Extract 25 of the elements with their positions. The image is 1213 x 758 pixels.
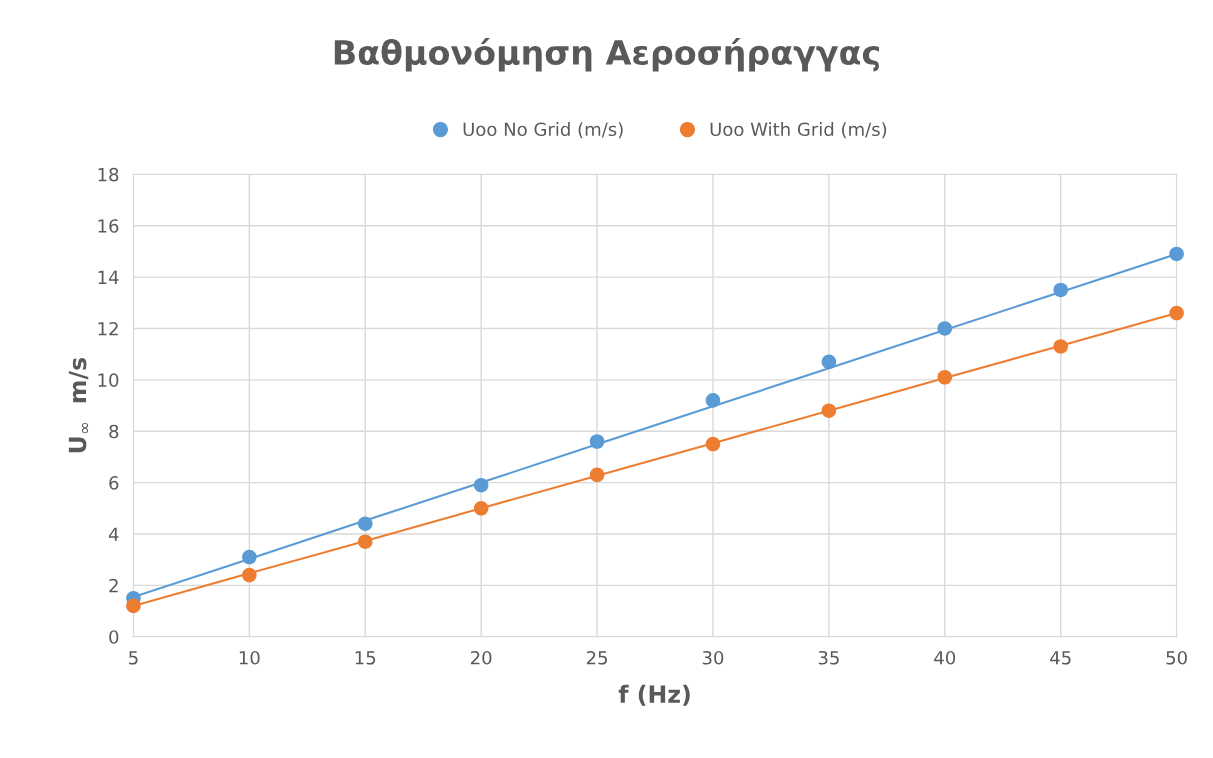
y-tick-label: 10 xyxy=(98,373,119,387)
x-axis-title: f (Hz) xyxy=(618,684,690,706)
chart-title: Βαθμονόμηση Αεροσήραγγας xyxy=(334,37,879,72)
y-tick-label: 14 xyxy=(98,270,119,284)
y-tick-label: 12 xyxy=(98,321,118,336)
text: U$_{∞}$ m/s xyxy=(68,357,89,453)
x-tick-label: 35 xyxy=(818,650,839,665)
y-tick-label: 0 xyxy=(109,630,119,644)
y-tick-label: 2 xyxy=(109,578,118,593)
x-tick-label: 50 xyxy=(1166,650,1187,665)
x-tick-label: 20 xyxy=(470,650,492,665)
x-tick-label: 10 xyxy=(239,650,260,665)
y-tick-label: 18 xyxy=(98,167,119,182)
legend-label: Uoo No Grid (m/s) xyxy=(463,122,623,139)
y-tick-label: 4 xyxy=(108,527,119,541)
y-tick-label: 6 xyxy=(109,476,119,490)
x-tick-label: 5 xyxy=(129,651,138,665)
legend-label: Uoo With Grid (m/s) xyxy=(710,122,887,139)
x-tick-label: 25 xyxy=(586,650,607,665)
x-tick-label: 15 xyxy=(355,651,376,665)
y-tick-label: 8 xyxy=(109,424,119,439)
x-tick-label: 40 xyxy=(934,650,956,665)
x-tick-label: 45 xyxy=(1050,651,1071,665)
x-tick-label: 30 xyxy=(702,650,724,665)
y-tick-label: 16 xyxy=(98,219,119,233)
